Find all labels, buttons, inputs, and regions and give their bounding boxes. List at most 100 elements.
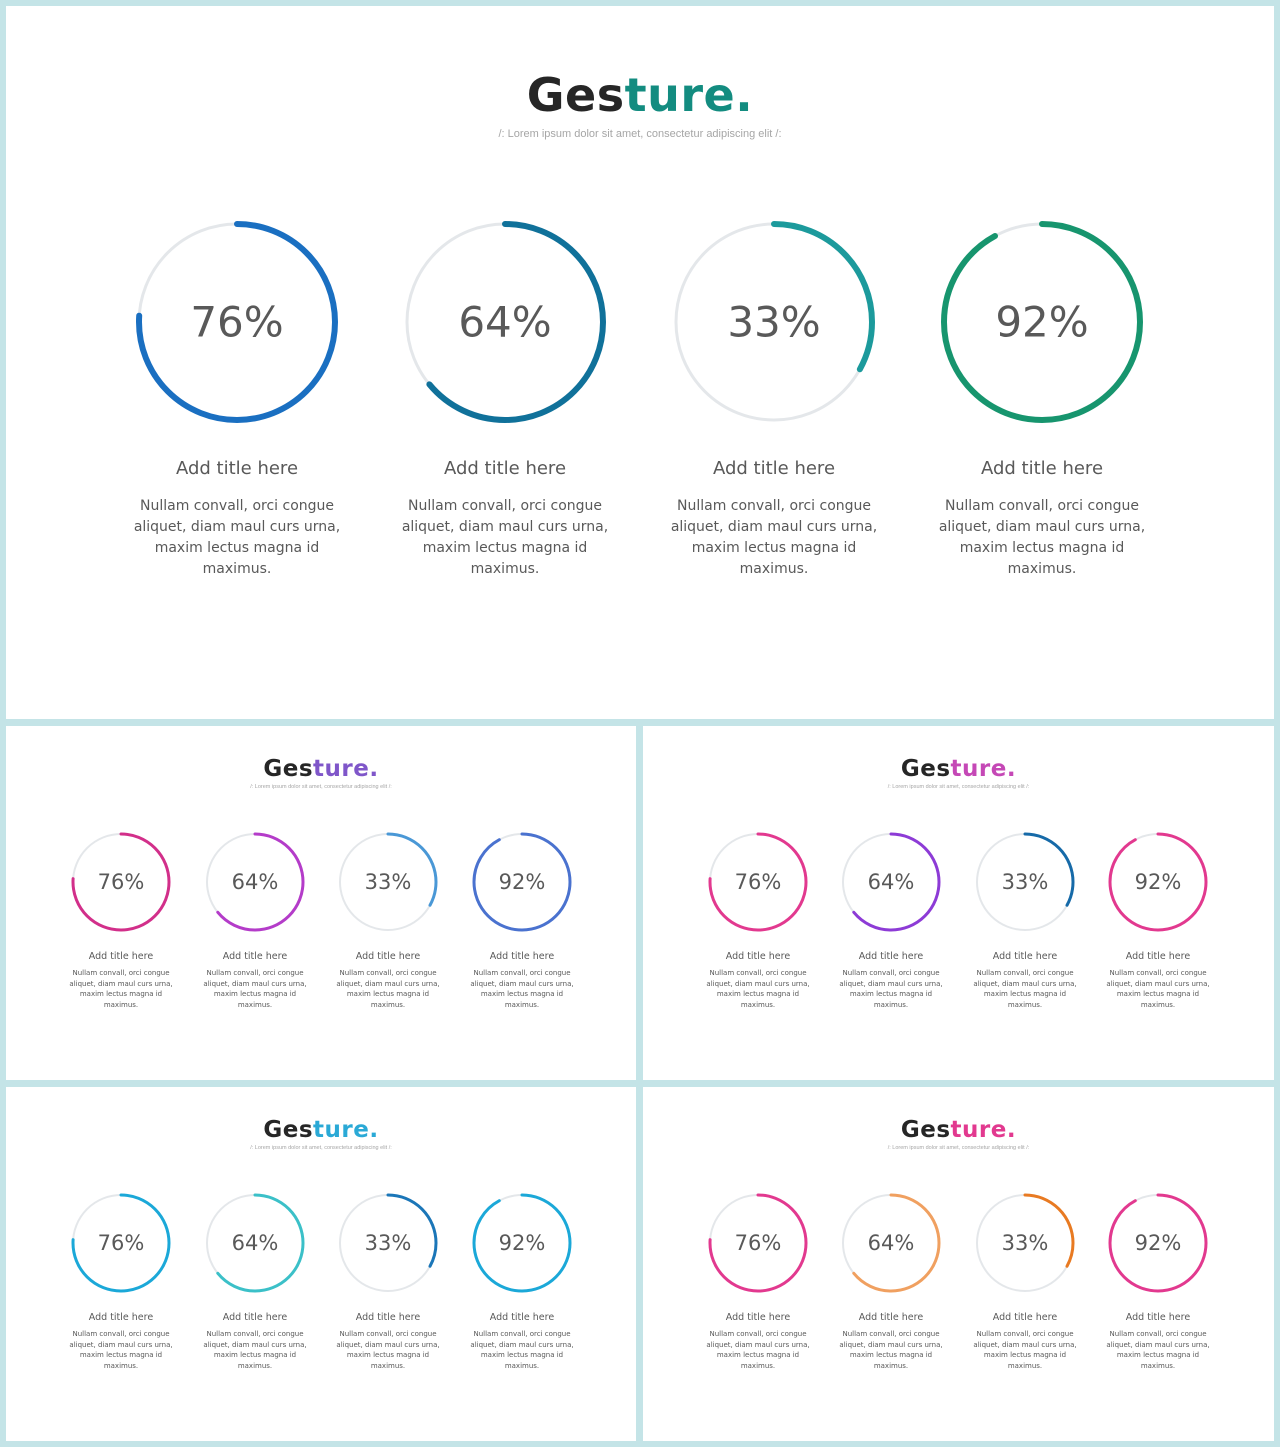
slide-title: Gesture. xyxy=(643,756,1274,782)
ring-progress-arc xyxy=(338,1193,438,1293)
item-title: Add title here xyxy=(489,951,555,962)
percent-label: 76% xyxy=(735,1231,782,1255)
progress-ring: 76% xyxy=(136,221,338,423)
slide-title: Gesture. xyxy=(6,1117,636,1143)
progress-ring: 92% xyxy=(1108,832,1208,932)
slide-thumb-pink-violet[interactable]: Gesture. /: Lorem ipsum dolor sit amet, … xyxy=(643,726,1274,1080)
progress-ring: 76% xyxy=(71,832,171,932)
progress-ring: 64% xyxy=(841,832,941,932)
title-dark-part: Ges xyxy=(526,68,625,122)
ring-progress-arc xyxy=(338,832,438,932)
item-title: Add title here xyxy=(222,1312,288,1323)
progress-ring: 76% xyxy=(708,832,808,932)
ring-progress-arc xyxy=(975,832,1075,932)
item-description: Nullam convall, orci congue aliquet, dia… xyxy=(470,969,574,1009)
ring-progress-arc xyxy=(71,832,171,932)
item-description: Nullam convall, orci congue aliquet, dia… xyxy=(1106,969,1210,1009)
item-title: Add title here xyxy=(355,1312,421,1323)
progress-ring: 64% xyxy=(205,1193,305,1293)
title-dark-part: Ges xyxy=(263,1117,314,1143)
item-title: Add title here xyxy=(489,1312,555,1323)
progress-ring: 33% xyxy=(338,1193,438,1293)
item-description: Nullam convall, orci congue aliquet, dia… xyxy=(401,498,609,577)
item-description: Nullam convall, orci congue aliquet, dia… xyxy=(470,1330,574,1370)
progress-ring: 64% xyxy=(841,1193,941,1293)
percent-label: 76% xyxy=(98,870,145,894)
item-description: Nullam convall, orci congue aliquet, dia… xyxy=(706,969,810,1009)
item-title: Add title here xyxy=(712,458,836,479)
ring-progress-arc xyxy=(841,832,941,932)
item-title: Add title here xyxy=(175,458,299,479)
ring-progress-arc xyxy=(975,1193,1075,1293)
item-description: Nullam convall, orci congue aliquet, dia… xyxy=(336,1330,440,1370)
percent-label: 92% xyxy=(1135,870,1182,894)
slide-title: Gesture. xyxy=(6,68,1274,122)
percent-label: 92% xyxy=(995,298,1088,347)
item-description: Nullam convall, orci congue aliquet, dia… xyxy=(203,1330,307,1370)
item-description: Nullam convall, orci congue aliquet, dia… xyxy=(1106,1330,1210,1370)
item-title: Add title here xyxy=(725,1312,791,1323)
ring-progress-arc xyxy=(1108,1193,1208,1293)
item-title: Add title here xyxy=(355,951,421,962)
title-dark-part: Ges xyxy=(263,756,314,782)
percent-label: 33% xyxy=(1002,870,1049,894)
ring-progress-arc xyxy=(205,832,305,932)
item-description: Nullam convall, orci congue aliquet, dia… xyxy=(706,1330,810,1370)
percent-label: 92% xyxy=(1135,1231,1182,1255)
item-description: Nullam convall, orci congue aliquet, dia… xyxy=(670,498,878,577)
percent-label: 76% xyxy=(735,870,782,894)
item-title: Add title here xyxy=(1125,951,1191,962)
slide-thumb-cyan[interactable]: Gesture. /: Lorem ipsum dolor sit amet, … xyxy=(6,1087,636,1441)
item-description: Nullam convall, orci congue aliquet, dia… xyxy=(336,969,440,1009)
progress-ring: 33% xyxy=(975,832,1075,932)
title-accent-part: ture. xyxy=(313,756,379,782)
ring-progress-arc xyxy=(941,221,1143,423)
slide-thumb-purple[interactable]: Gesture. /: Lorem ipsum dolor sit amet, … xyxy=(6,726,636,1080)
progress-ring: 92% xyxy=(1108,1193,1208,1293)
item-description: Nullam convall, orci congue aliquet, dia… xyxy=(839,1330,943,1370)
ring-progress-arc xyxy=(708,1193,808,1293)
progress-ring: 64% xyxy=(205,832,305,932)
item-description: Nullam convall, orci congue aliquet, dia… xyxy=(938,498,1146,577)
slide-thumb-pink-orange[interactable]: Gesture. /: Lorem ipsum dolor sit amet, … xyxy=(643,1087,1274,1441)
percent-label: 64% xyxy=(868,1231,915,1255)
title-accent-part: ture. xyxy=(950,1117,1017,1143)
percent-label: 33% xyxy=(365,1231,412,1255)
slide-title: Gesture. xyxy=(6,756,636,782)
percent-label: 64% xyxy=(232,1231,279,1255)
ring-progress-arc xyxy=(404,221,606,423)
title-accent-part: ture. xyxy=(313,1117,379,1143)
progress-ring: 33% xyxy=(975,1193,1075,1293)
item-title: Add title here xyxy=(992,951,1058,962)
ring-progress-arc xyxy=(136,221,338,423)
title-accent-part: ture. xyxy=(950,756,1017,782)
percent-label: 64% xyxy=(868,870,915,894)
percent-label: 64% xyxy=(232,870,279,894)
progress-ring: 33% xyxy=(673,221,875,423)
slide-title: Gesture. xyxy=(643,1117,1274,1143)
progress-ring: 92% xyxy=(472,1193,572,1293)
percent-label: 76% xyxy=(190,298,283,347)
title-dark-part: Ges xyxy=(900,1117,951,1143)
slide-subtitle: /: Lorem ipsum dolor sit amet, consectet… xyxy=(887,1145,1030,1151)
slide-subtitle: /: Lorem ipsum dolor sit amet, consectet… xyxy=(250,784,392,790)
ring-progress-arc xyxy=(472,1193,572,1293)
percent-label: 92% xyxy=(499,870,546,894)
item-title: Add title here xyxy=(858,951,924,962)
slide-subtitle: /: Lorem ipsum dolor sit amet, consectet… xyxy=(887,784,1030,790)
ring-progress-arc xyxy=(708,832,808,932)
progress-ring: 76% xyxy=(71,1193,171,1293)
item-description: Nullam convall, orci congue aliquet, dia… xyxy=(69,969,173,1009)
item-description: Nullam convall, orci congue aliquet, dia… xyxy=(203,969,307,1009)
progress-ring: 64% xyxy=(404,221,606,423)
item-title: Add title here xyxy=(443,458,567,479)
percent-label: 33% xyxy=(365,870,412,894)
item-description: Nullam convall, orci congue aliquet, dia… xyxy=(973,969,1077,1009)
item-title: Add title here xyxy=(992,1312,1058,1323)
slide-large[interactable]: Gesture. /: Lorem ipsum dolor sit amet, … xyxy=(6,6,1274,719)
title-accent-part: ture. xyxy=(624,68,754,122)
progress-ring: 92% xyxy=(941,221,1143,423)
ring-progress-arc xyxy=(472,832,572,932)
item-title: Add title here xyxy=(980,458,1104,479)
item-description: Nullam convall, orci congue aliquet, dia… xyxy=(69,1330,173,1370)
